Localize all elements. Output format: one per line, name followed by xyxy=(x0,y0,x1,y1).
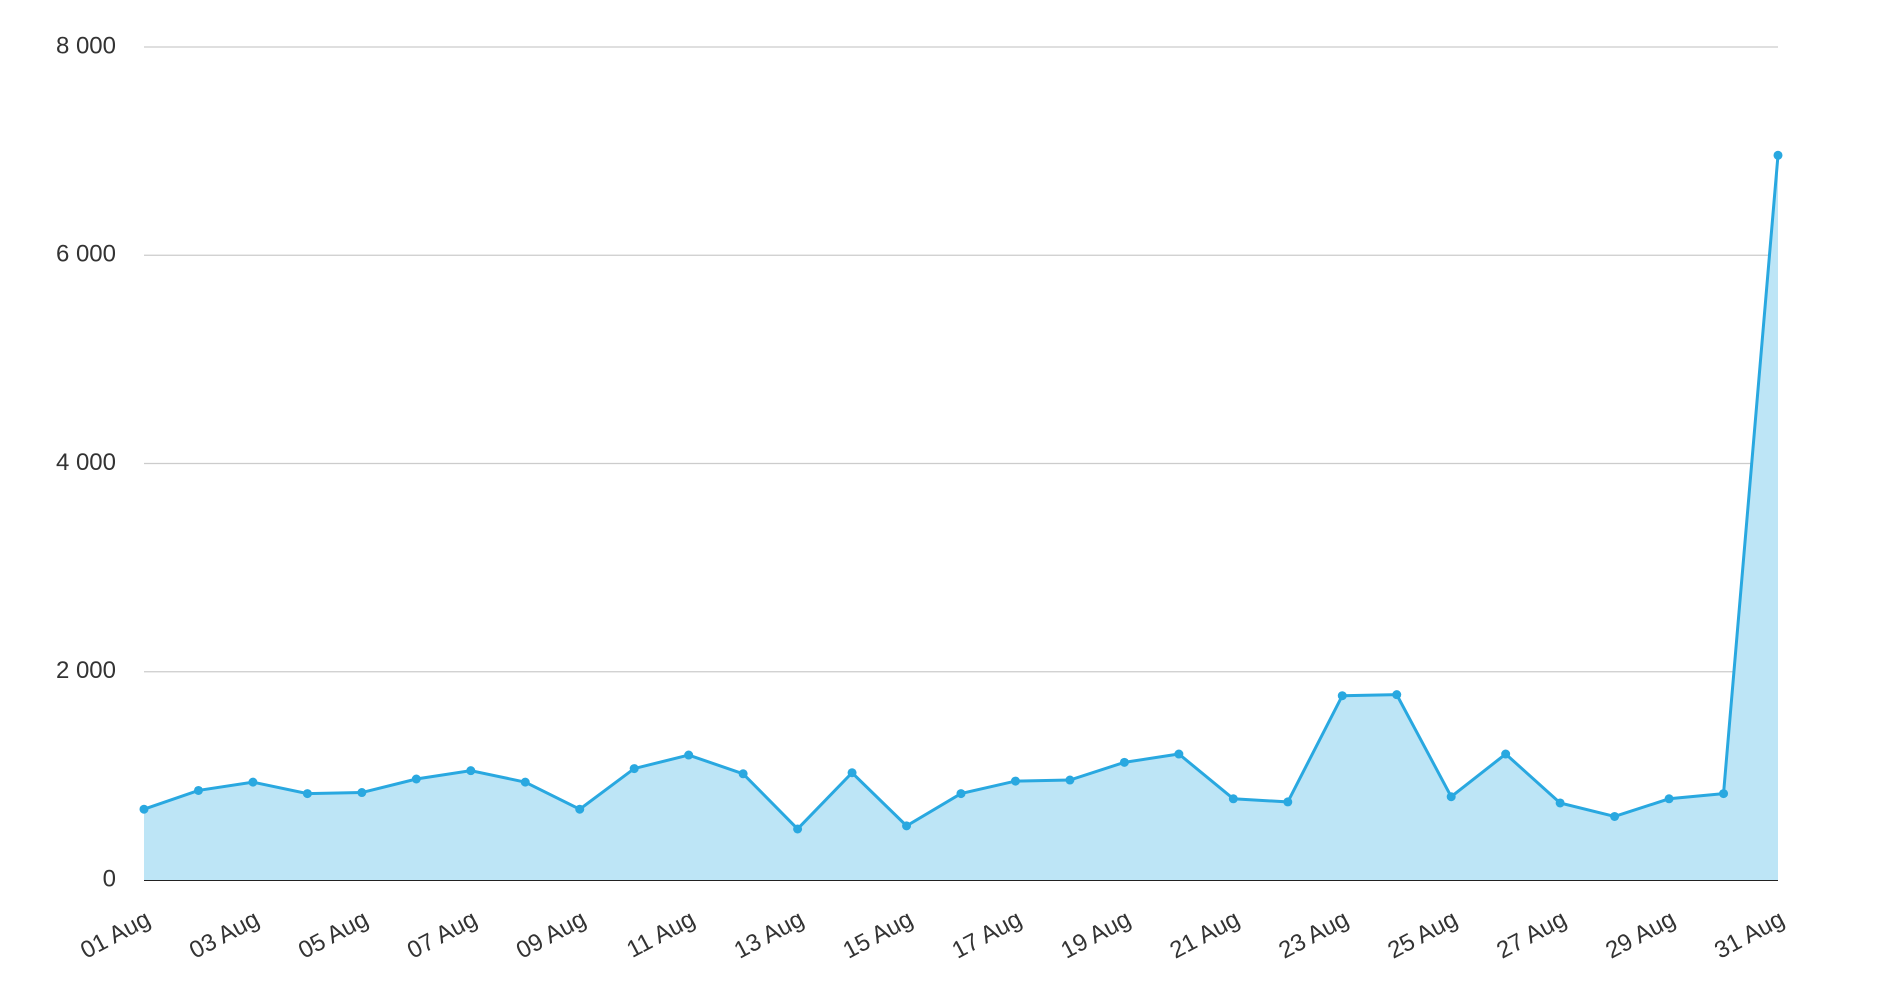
line xyxy=(143,155,1780,832)
point xyxy=(1337,691,1347,701)
y-tick-label: 6 000 xyxy=(56,241,116,268)
point xyxy=(793,824,803,834)
y-tick-label: 2 000 xyxy=(56,657,116,684)
point xyxy=(466,766,476,776)
point xyxy=(1719,789,1729,799)
point xyxy=(1446,792,1456,802)
point xyxy=(1010,776,1020,786)
point xyxy=(193,785,203,795)
y-tick-label: 8 000 xyxy=(56,32,116,59)
point xyxy=(1773,150,1783,160)
area xyxy=(144,155,1778,881)
x-tick-label: 01 Aug xyxy=(76,905,155,964)
x-tick-label: 09 Aug xyxy=(512,905,591,964)
point xyxy=(956,789,966,799)
point xyxy=(847,768,857,778)
point xyxy=(575,804,585,814)
point xyxy=(684,750,694,760)
point xyxy=(411,774,421,784)
point xyxy=(1119,757,1129,767)
point xyxy=(1065,775,1075,785)
point xyxy=(248,777,258,787)
x-tick-label: 25 Aug xyxy=(1383,905,1462,964)
x-tick-label: 29 Aug xyxy=(1601,905,1680,964)
point xyxy=(1174,749,1184,759)
point xyxy=(139,804,149,814)
x-tick-label: 23 Aug xyxy=(1274,905,1353,964)
point xyxy=(302,789,312,799)
point xyxy=(902,821,912,831)
point xyxy=(1501,749,1511,759)
x-tick-label: 03 Aug xyxy=(185,905,264,964)
x-tick-label: 13 Aug xyxy=(730,905,809,964)
x-tick-label: 15 Aug xyxy=(839,905,918,964)
point xyxy=(629,764,639,774)
point xyxy=(1228,794,1238,804)
point xyxy=(357,788,367,798)
x-tick-label: 07 Aug xyxy=(403,905,482,964)
y-tick-label: 4 000 xyxy=(56,449,116,476)
x-tick-label: 19 Aug xyxy=(1057,905,1136,964)
x-tick-label: 21 Aug xyxy=(1165,905,1244,964)
y-tick-label: 0 xyxy=(103,865,116,892)
point xyxy=(1392,690,1402,700)
x-tick-label: 17 Aug xyxy=(948,905,1027,964)
point xyxy=(1664,794,1674,804)
point xyxy=(520,777,530,787)
x-tick-label: 27 Aug xyxy=(1492,905,1571,964)
point xyxy=(1555,798,1565,808)
point xyxy=(738,769,748,779)
x-tick-label: 31 Aug xyxy=(1710,905,1789,964)
x-tick-label: 11 Aug xyxy=(622,905,699,963)
point xyxy=(1610,811,1620,821)
x-tick-label: 05 Aug xyxy=(294,905,373,964)
point xyxy=(1283,797,1293,807)
